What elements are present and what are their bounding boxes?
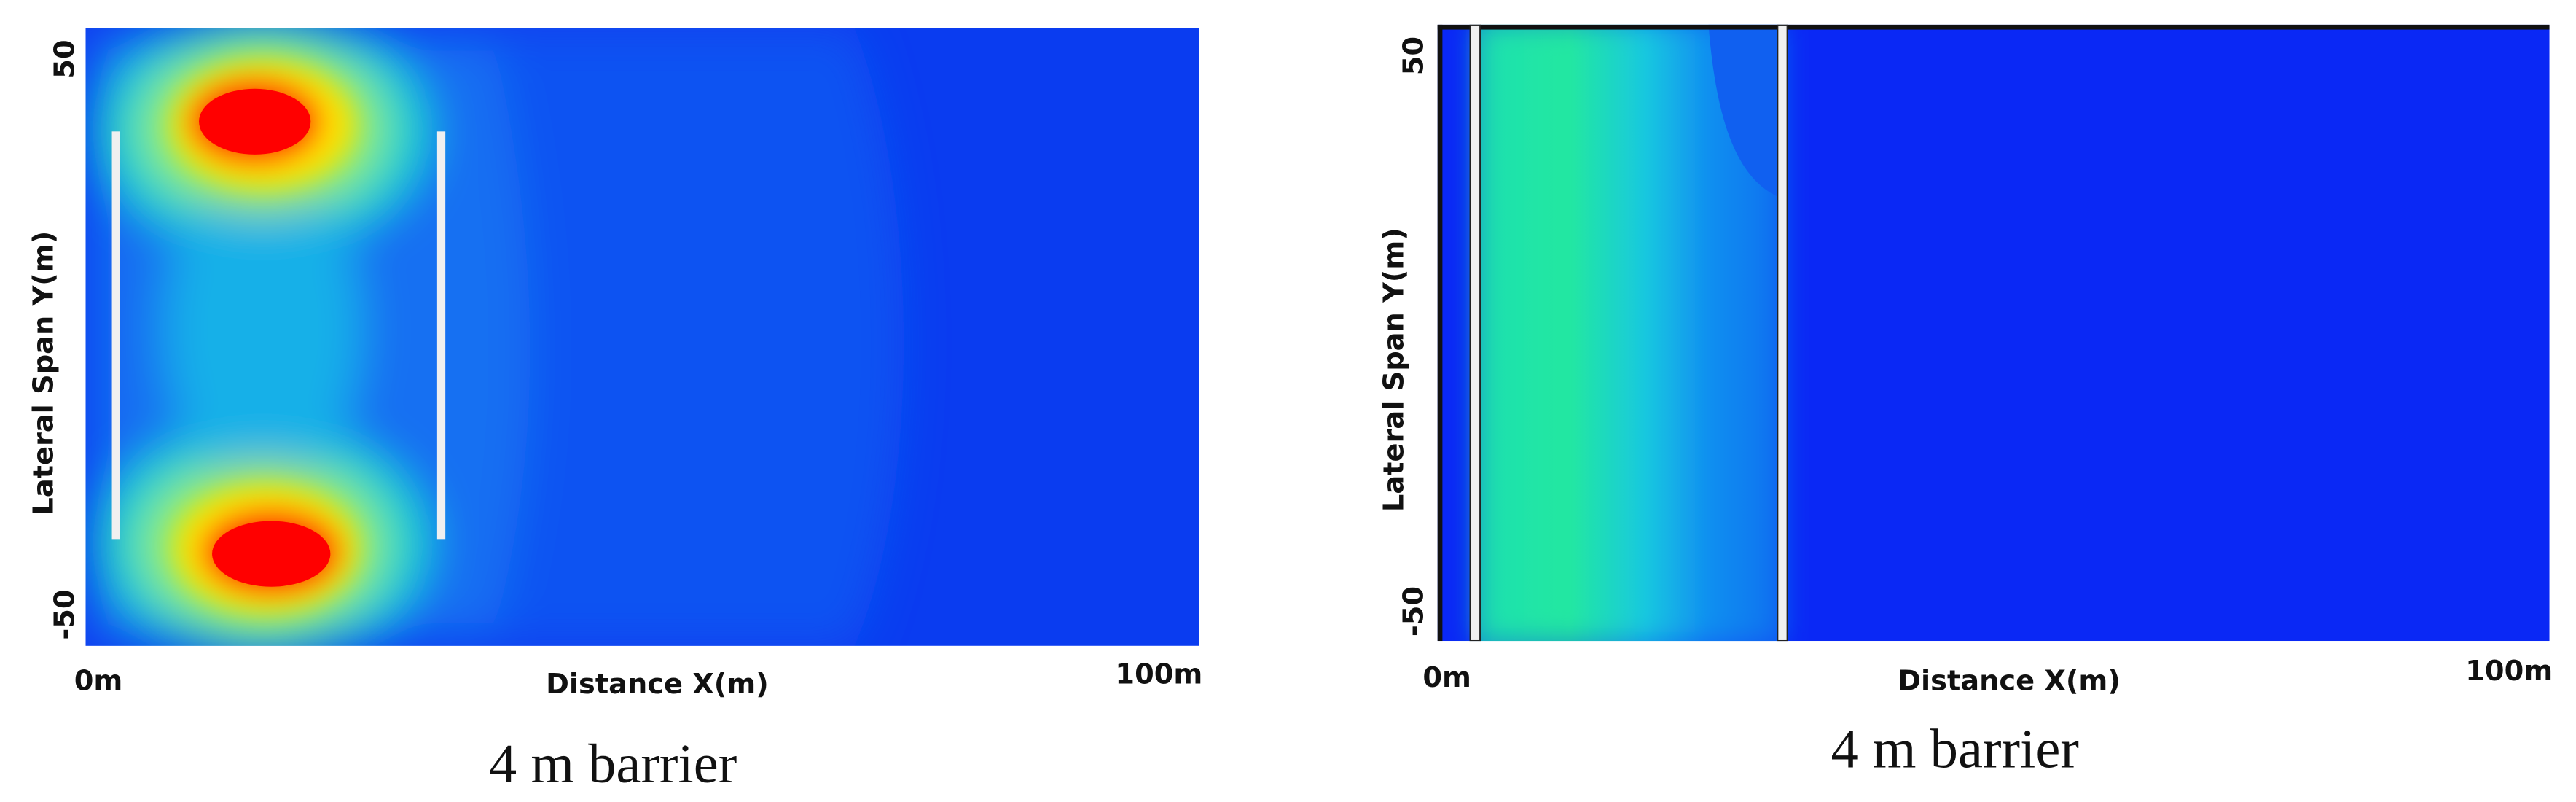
y-tick-label: 50 bbox=[49, 39, 82, 78]
x-tick-label: 100m bbox=[2465, 655, 2553, 688]
x-axis-label: Distance X(m) bbox=[546, 668, 769, 701]
caption: 4 m barrier bbox=[489, 733, 737, 795]
y-axis-label: Lateral Span Y(m) bbox=[1377, 227, 1410, 512]
y-tick-label: 50 bbox=[1397, 36, 1430, 75]
y-tick-label: -50 bbox=[49, 589, 82, 639]
y-axis-label: Lateral Span Y(m) bbox=[27, 231, 60, 515]
heatmap-left bbox=[85, 28, 1199, 646]
y-tick-label: -50 bbox=[1397, 586, 1430, 636]
x-axis-label: Distance X(m) bbox=[1898, 665, 2121, 698]
x-tick-label: 0m bbox=[1422, 661, 1471, 694]
x-tick-label: 100m bbox=[1115, 658, 1202, 691]
caption: 4 m barrier bbox=[1831, 718, 2078, 780]
x-tick-label: 0m bbox=[74, 665, 123, 698]
heatmap-right bbox=[1437, 24, 2550, 642]
